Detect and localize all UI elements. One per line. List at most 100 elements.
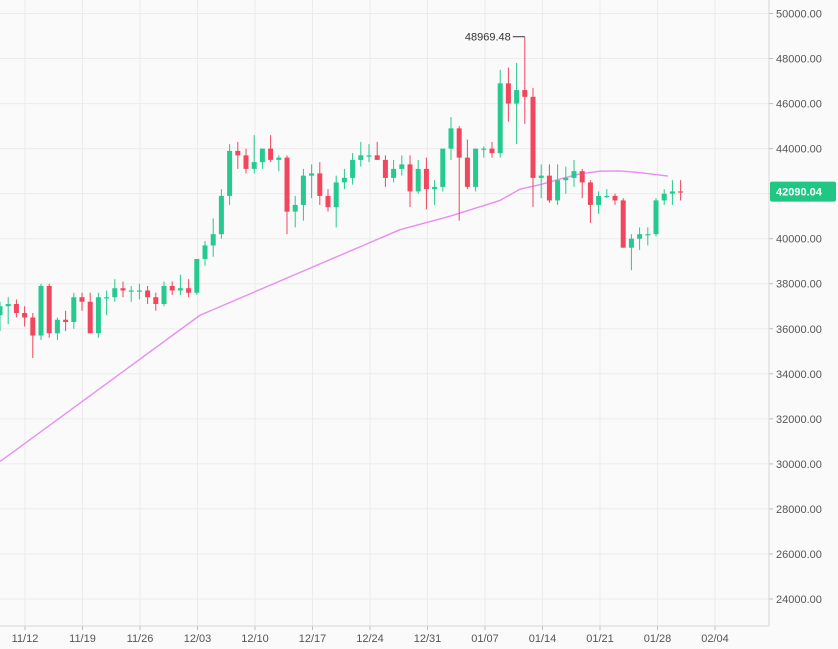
candle-down xyxy=(456,126,462,221)
price-tick-label: 34000.00 xyxy=(776,369,822,381)
candle-up xyxy=(202,240,208,266)
candle-down xyxy=(235,141,241,169)
candle-body xyxy=(128,290,134,292)
date-tick-label: 01/14 xyxy=(529,633,557,645)
candle-up xyxy=(448,117,454,160)
candle-body xyxy=(259,148,265,163)
last-price-tag-background xyxy=(770,181,836,202)
candle-down xyxy=(620,198,626,248)
candle-up xyxy=(333,175,339,228)
candle-body xyxy=(415,168,421,192)
candle-body xyxy=(161,285,167,304)
candle-body xyxy=(30,317,36,336)
candles xyxy=(0,36,684,359)
candle-up xyxy=(440,148,446,192)
candle-up xyxy=(415,159,421,194)
candle-down xyxy=(153,292,159,311)
candle-body xyxy=(13,303,19,313)
candle-up xyxy=(276,155,282,172)
candle-up xyxy=(128,285,134,302)
candle-body xyxy=(251,162,257,169)
candle-body xyxy=(227,150,233,196)
candle-body xyxy=(661,193,667,201)
candle-body xyxy=(497,83,503,154)
candle-up xyxy=(177,274,183,295)
last-price-tag-label: 42090.04 xyxy=(776,187,823,199)
candle-body xyxy=(399,164,405,169)
candle-up xyxy=(300,168,306,221)
candle-down xyxy=(382,155,388,187)
candle-body xyxy=(38,285,44,336)
candle-body xyxy=(145,290,151,298)
candle-body xyxy=(79,297,85,302)
candle-down xyxy=(325,189,331,212)
candle-up xyxy=(0,301,3,332)
candle-down xyxy=(79,292,85,311)
candle-body xyxy=(292,204,298,212)
candle-up xyxy=(366,144,372,163)
candle-body xyxy=(546,175,552,201)
candle-down xyxy=(120,281,126,298)
candle-body xyxy=(473,148,479,187)
candle-up xyxy=(555,164,561,205)
candle-up xyxy=(628,234,634,271)
candle-down xyxy=(522,36,528,124)
candle-body xyxy=(309,173,315,176)
candle-up xyxy=(514,63,520,145)
candle-body xyxy=(374,155,380,160)
candle-body xyxy=(481,148,487,150)
candle-down xyxy=(612,193,618,205)
candle-body xyxy=(5,303,11,307)
candle-up xyxy=(309,164,315,199)
candle-body xyxy=(243,155,249,169)
candle-up xyxy=(538,164,544,199)
candle-up xyxy=(259,148,265,169)
candle-body xyxy=(210,234,216,246)
candle-body xyxy=(268,148,274,160)
candle-body xyxy=(0,306,3,316)
candle-body xyxy=(136,290,142,292)
price-tick-label: 40000.00 xyxy=(776,234,822,246)
candle-up xyxy=(161,281,167,307)
candle-body xyxy=(317,173,323,196)
candle-body xyxy=(177,288,183,291)
candle-up xyxy=(38,283,44,341)
candle-body xyxy=(571,171,577,178)
candle-body xyxy=(456,128,462,158)
candle-down xyxy=(30,313,36,359)
candle-body xyxy=(604,195,610,198)
candle-down xyxy=(678,180,684,201)
candle-body xyxy=(194,258,200,293)
candle-body xyxy=(587,182,593,205)
candle-body xyxy=(350,159,356,178)
price-axis xyxy=(769,0,838,649)
candle-body xyxy=(54,319,60,334)
candle-body xyxy=(300,175,306,205)
candle-up xyxy=(645,227,651,246)
candle-down xyxy=(317,162,323,205)
candle-down xyxy=(579,168,585,199)
candle-up xyxy=(358,141,364,167)
price-tick-label: 30000.00 xyxy=(776,459,822,471)
candle-down xyxy=(546,164,552,203)
high-annotation: 48969.48 xyxy=(465,32,525,44)
candle-body xyxy=(95,297,101,334)
candle-down xyxy=(587,180,593,223)
moving-average-path xyxy=(0,170,669,463)
time-axis xyxy=(0,626,769,649)
candle-down xyxy=(423,157,429,210)
candle-down xyxy=(268,135,274,163)
price-tick-label: 28000.00 xyxy=(776,504,822,516)
date-tick-label: 12/24 xyxy=(356,633,384,645)
candle-down xyxy=(505,67,511,122)
price-tick-label: 38000.00 xyxy=(776,279,822,291)
date-tick-labels: 11/12 11/19 11/26 12/03 12/10 12/17 12/24 12/31… xyxy=(12,633,729,645)
candle-body xyxy=(112,288,118,298)
candle-body xyxy=(276,157,282,160)
date-tick-label: 12/17 xyxy=(299,633,327,645)
candle-body xyxy=(382,159,388,178)
candle-up xyxy=(604,189,610,199)
candle-up xyxy=(391,159,397,183)
candle-body xyxy=(596,195,602,205)
candle-up xyxy=(112,279,118,302)
